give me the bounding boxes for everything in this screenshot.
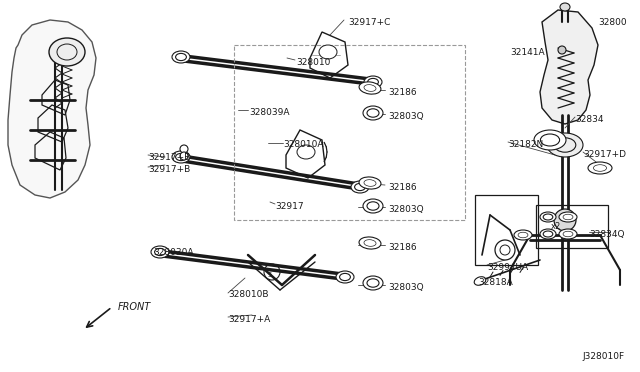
Circle shape xyxy=(180,152,188,160)
Ellipse shape xyxy=(367,109,379,117)
Ellipse shape xyxy=(297,145,315,159)
Text: 32818A: 32818A xyxy=(478,278,513,287)
Text: 32800: 32800 xyxy=(598,18,627,27)
Ellipse shape xyxy=(363,106,383,120)
Text: 32803Q: 32803Q xyxy=(388,112,424,121)
Ellipse shape xyxy=(588,162,612,174)
Ellipse shape xyxy=(363,276,383,290)
Circle shape xyxy=(180,145,188,153)
Ellipse shape xyxy=(155,248,165,256)
Text: 32994UA: 32994UA xyxy=(487,263,528,272)
Ellipse shape xyxy=(319,45,337,59)
Text: 32186: 32186 xyxy=(388,88,417,97)
Ellipse shape xyxy=(540,229,556,239)
Ellipse shape xyxy=(540,134,559,146)
Bar xyxy=(536,205,608,248)
Text: 328030A: 328030A xyxy=(153,248,193,257)
Ellipse shape xyxy=(367,202,379,210)
Ellipse shape xyxy=(359,177,381,189)
Ellipse shape xyxy=(547,133,583,157)
Text: 32917+D: 32917+D xyxy=(583,150,626,159)
Ellipse shape xyxy=(534,130,566,150)
Text: 32834Q: 32834Q xyxy=(589,230,625,239)
Ellipse shape xyxy=(540,212,556,222)
Ellipse shape xyxy=(514,230,532,240)
Polygon shape xyxy=(8,20,96,198)
Text: 5: 5 xyxy=(268,272,272,278)
Text: 32917+B: 32917+B xyxy=(148,153,190,162)
Text: 32917+A: 32917+A xyxy=(228,315,270,324)
Ellipse shape xyxy=(559,229,577,239)
Text: 32917: 32917 xyxy=(275,202,303,211)
Ellipse shape xyxy=(474,277,486,285)
Ellipse shape xyxy=(336,271,354,283)
Ellipse shape xyxy=(364,76,382,88)
Text: 328010B: 328010B xyxy=(228,290,269,299)
Ellipse shape xyxy=(559,212,577,222)
Text: 32917+C: 32917+C xyxy=(348,18,390,27)
Ellipse shape xyxy=(172,51,190,63)
Circle shape xyxy=(554,209,576,231)
Text: 32182N: 32182N xyxy=(508,140,543,149)
Ellipse shape xyxy=(175,54,186,61)
Ellipse shape xyxy=(351,181,369,193)
Text: 32917+B: 32917+B xyxy=(148,165,190,174)
Text: 32141A: 32141A xyxy=(510,48,545,57)
Text: 32186: 32186 xyxy=(388,183,417,192)
Text: FRONT: FRONT xyxy=(118,302,151,312)
Ellipse shape xyxy=(151,246,169,258)
Text: 32186: 32186 xyxy=(388,243,417,252)
Text: 32803Q: 32803Q xyxy=(388,283,424,292)
Text: 32803Q: 32803Q xyxy=(388,205,424,214)
Text: 328010A: 328010A xyxy=(283,140,323,149)
Ellipse shape xyxy=(175,153,186,161)
Ellipse shape xyxy=(367,78,378,86)
Ellipse shape xyxy=(359,82,381,94)
Ellipse shape xyxy=(359,237,381,249)
Text: 32834: 32834 xyxy=(575,115,604,124)
Text: 328039A: 328039A xyxy=(249,108,289,117)
Circle shape xyxy=(500,245,510,255)
Ellipse shape xyxy=(355,183,365,190)
Ellipse shape xyxy=(340,273,351,280)
Circle shape xyxy=(495,240,515,260)
Text: J328010F: J328010F xyxy=(582,352,624,361)
Ellipse shape xyxy=(560,3,570,11)
Ellipse shape xyxy=(543,231,553,237)
Polygon shape xyxy=(540,10,598,124)
Bar xyxy=(234,45,465,220)
Ellipse shape xyxy=(543,214,553,220)
Ellipse shape xyxy=(49,38,85,66)
Circle shape xyxy=(558,46,566,54)
Ellipse shape xyxy=(363,199,383,213)
Ellipse shape xyxy=(172,151,190,163)
Text: 328010: 328010 xyxy=(296,58,330,67)
Ellipse shape xyxy=(367,279,379,287)
Ellipse shape xyxy=(554,138,576,152)
Text: x2: x2 xyxy=(551,222,561,231)
